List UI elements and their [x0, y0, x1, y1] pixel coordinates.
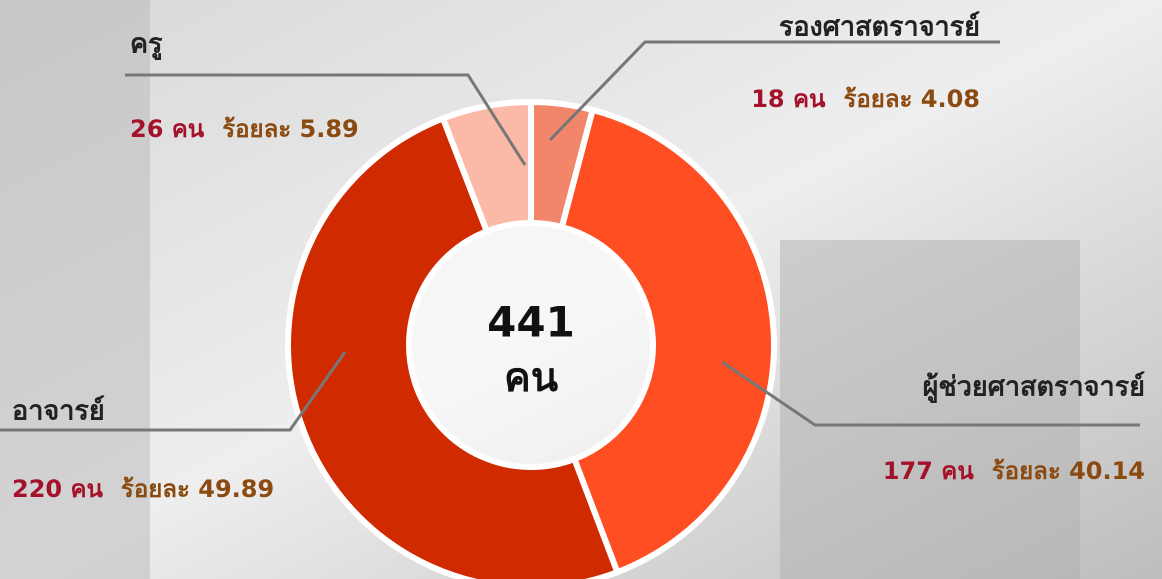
- leader-line: [721, 360, 1140, 427]
- percent-label: ร้อยละ 5.89: [222, 115, 359, 143]
- bg-building: [0, 0, 150, 579]
- percent-label: ร้อยละ 4.08: [843, 85, 980, 113]
- slice-value: 18 คน ร้อยละ 4.08: [751, 85, 980, 113]
- count-label: 18 คน: [751, 85, 826, 113]
- leader-line: [0, 351, 347, 432]
- center-unit: คน: [504, 355, 558, 401]
- slice-label: รองศาสตราจารย์: [779, 11, 980, 43]
- donut-hole: [409, 223, 653, 467]
- bg-building: [780, 240, 1080, 579]
- count-label: 26 คน: [130, 115, 205, 143]
- slice-value: 220 คน ร้อยละ 49.89: [12, 475, 274, 503]
- slice-value: 177 คน ร้อยละ 40.14: [883, 457, 1145, 485]
- count-label: 220 คน: [12, 475, 104, 503]
- percent-label: ร้อยละ 49.89: [121, 475, 274, 503]
- slice-label: ผู้ช่วยศาสตราจารย์: [923, 371, 1145, 404]
- center-total: 441: [487, 298, 575, 347]
- leader-line: [125, 73, 527, 166]
- donut-slice: [439, 98, 534, 236]
- slice-label: อาจารย์: [12, 395, 105, 427]
- count-label: 177 คน: [883, 457, 975, 485]
- leader-line: [548, 40, 1000, 142]
- slice-label: ครู: [130, 29, 163, 61]
- percent-label: ร้อยละ 40.14: [992, 457, 1145, 485]
- slice-value: 26 คน ร้อยละ 5.89: [130, 115, 359, 143]
